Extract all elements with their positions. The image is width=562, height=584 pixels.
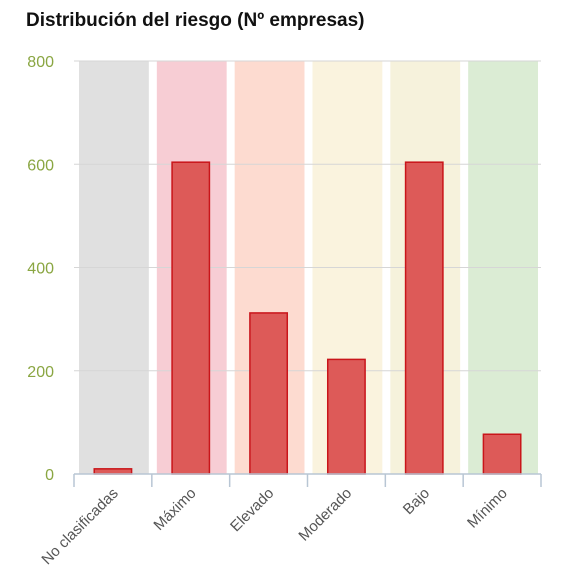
bar (482, 433, 522, 475)
y-axis-ticks: 0 200 400 600 800 (27, 54, 54, 484)
x-tick-label: No clasificadas (38, 485, 121, 568)
y-tick-label: 400 (27, 261, 54, 278)
bar (249, 312, 289, 475)
y-tick-label: 600 (27, 157, 54, 174)
bar (171, 161, 211, 475)
grid-lines (74, 60, 541, 372)
x-tick-label: Elevado (227, 485, 277, 535)
x-tick-label: Mínimo (464, 485, 511, 532)
x-tick-label: Bajo (400, 485, 433, 518)
y-tick-label: 200 (27, 364, 54, 381)
x-tick-label: Máximo (150, 485, 199, 534)
x-tick-label: Moderado (295, 485, 355, 545)
axes (73, 473, 542, 487)
y-tick-label: 0 (45, 467, 54, 484)
bar (404, 161, 444, 475)
x-axis-ticks: No clasificadas Máximo Elevado Moderado Bajo… (38, 485, 511, 568)
bar (326, 358, 366, 475)
y-tick-label: 800 (27, 54, 54, 71)
bars (93, 161, 522, 475)
chart-title: Distribución del riesgo (Nº empresas) (26, 10, 365, 31)
bar (93, 468, 133, 475)
